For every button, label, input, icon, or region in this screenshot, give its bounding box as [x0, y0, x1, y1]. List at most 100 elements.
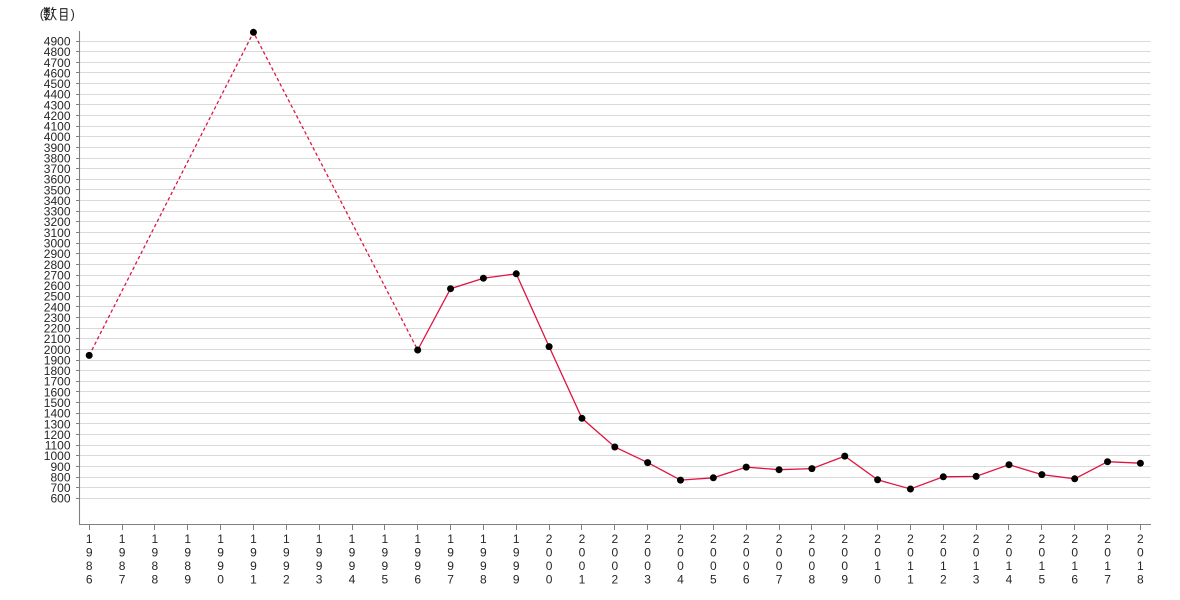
svg-text:3000: 3000	[44, 237, 71, 251]
svg-text:2: 2	[677, 532, 684, 546]
svg-text:1: 1	[86, 532, 93, 546]
svg-text:2200: 2200	[44, 322, 71, 336]
svg-text:3600: 3600	[44, 173, 71, 187]
svg-text:4700: 4700	[44, 56, 71, 70]
svg-text:9: 9	[316, 559, 323, 573]
svg-text:9: 9	[250, 546, 257, 560]
svg-text:5: 5	[1039, 573, 1046, 587]
svg-text:2: 2	[776, 532, 783, 546]
svg-text:0: 0	[841, 546, 848, 560]
svg-text:8: 8	[184, 559, 191, 573]
svg-text:3100: 3100	[44, 226, 71, 240]
svg-text:0: 0	[776, 559, 783, 573]
svg-text:4400: 4400	[44, 88, 71, 102]
svg-text:7: 7	[1104, 573, 1111, 587]
svg-text:1: 1	[414, 532, 421, 546]
svg-text:9: 9	[447, 546, 454, 560]
svg-text:3700: 3700	[44, 162, 71, 176]
svg-text:1: 1	[874, 559, 881, 573]
svg-text:3: 3	[973, 573, 980, 587]
svg-text:2: 2	[579, 532, 586, 546]
svg-text:1: 1	[1006, 559, 1013, 573]
svg-text:2: 2	[874, 532, 881, 546]
svg-text:1: 1	[152, 532, 159, 546]
svg-text:4100: 4100	[44, 120, 71, 134]
svg-text:0: 0	[217, 573, 224, 587]
svg-text:2: 2	[611, 532, 618, 546]
svg-text:9: 9	[414, 546, 421, 560]
svg-text:2300: 2300	[44, 311, 71, 325]
svg-text:2100: 2100	[44, 332, 71, 346]
svg-text:9: 9	[349, 559, 356, 573]
svg-text:8: 8	[809, 573, 816, 587]
svg-text:9: 9	[349, 546, 356, 560]
svg-text:0: 0	[874, 546, 881, 560]
svg-text:0: 0	[611, 559, 618, 573]
svg-text:3800: 3800	[44, 151, 71, 165]
svg-text:8: 8	[480, 573, 487, 587]
svg-text:1: 1	[447, 532, 454, 546]
svg-text:2: 2	[1006, 532, 1013, 546]
svg-text:0: 0	[644, 546, 651, 560]
svg-text:0: 0	[907, 546, 914, 560]
svg-text:9: 9	[513, 559, 520, 573]
svg-text:1: 1	[1137, 559, 1144, 573]
svg-text:0: 0	[710, 546, 717, 560]
svg-text:800: 800	[50, 470, 70, 484]
svg-text:0: 0	[546, 546, 553, 560]
svg-text:2: 2	[644, 532, 651, 546]
svg-text:1: 1	[184, 532, 191, 546]
svg-text:1: 1	[316, 532, 323, 546]
svg-text:0: 0	[677, 559, 684, 573]
svg-text:(: (	[40, 7, 45, 21]
svg-text:2500: 2500	[44, 290, 71, 304]
svg-text:9: 9	[382, 546, 389, 560]
svg-text:1: 1	[283, 532, 290, 546]
svg-text:3: 3	[644, 573, 651, 587]
svg-text:3500: 3500	[44, 183, 71, 197]
svg-text:9: 9	[283, 559, 290, 573]
svg-text:0: 0	[973, 546, 980, 560]
svg-text:8: 8	[152, 573, 159, 587]
svg-text:4900: 4900	[44, 34, 71, 48]
svg-text:0: 0	[1104, 546, 1111, 560]
svg-text:6: 6	[86, 573, 93, 587]
svg-text:0: 0	[743, 546, 750, 560]
svg-text:1: 1	[480, 532, 487, 546]
svg-text:1800: 1800	[44, 364, 71, 378]
svg-text:9: 9	[382, 559, 389, 573]
svg-text:9: 9	[250, 559, 257, 573]
svg-text:0: 0	[677, 546, 684, 560]
svg-text:9: 9	[841, 573, 848, 587]
svg-text:): )	[71, 7, 75, 21]
svg-text:0: 0	[1039, 546, 1046, 560]
svg-text:9: 9	[414, 559, 421, 573]
svg-text:4800: 4800	[44, 45, 71, 59]
svg-text:0: 0	[874, 573, 881, 587]
svg-text:9: 9	[283, 546, 290, 560]
svg-text:4200: 4200	[44, 109, 71, 123]
svg-text:1: 1	[250, 532, 257, 546]
svg-text:2: 2	[1039, 532, 1046, 546]
svg-text:2: 2	[1071, 532, 1078, 546]
svg-text:3400: 3400	[44, 194, 71, 208]
svg-text:2: 2	[841, 532, 848, 546]
svg-text:9: 9	[184, 573, 191, 587]
svg-text:1: 1	[119, 532, 126, 546]
svg-text:9: 9	[86, 546, 93, 560]
svg-text:1300: 1300	[44, 417, 71, 431]
svg-text:2: 2	[1104, 532, 1111, 546]
svg-text:2400: 2400	[44, 300, 71, 314]
svg-text:2: 2	[940, 573, 947, 587]
svg-text:1900: 1900	[44, 353, 71, 367]
svg-text:0: 0	[743, 559, 750, 573]
svg-text:2: 2	[710, 532, 717, 546]
svg-text:8: 8	[86, 559, 93, 573]
svg-text:2000: 2000	[44, 343, 71, 357]
svg-text:2: 2	[546, 532, 553, 546]
svg-text:0: 0	[776, 546, 783, 560]
svg-text:4000: 4000	[44, 130, 71, 144]
svg-text:0: 0	[546, 559, 553, 573]
svg-text:8: 8	[1137, 573, 1144, 587]
svg-text:7: 7	[447, 573, 454, 587]
